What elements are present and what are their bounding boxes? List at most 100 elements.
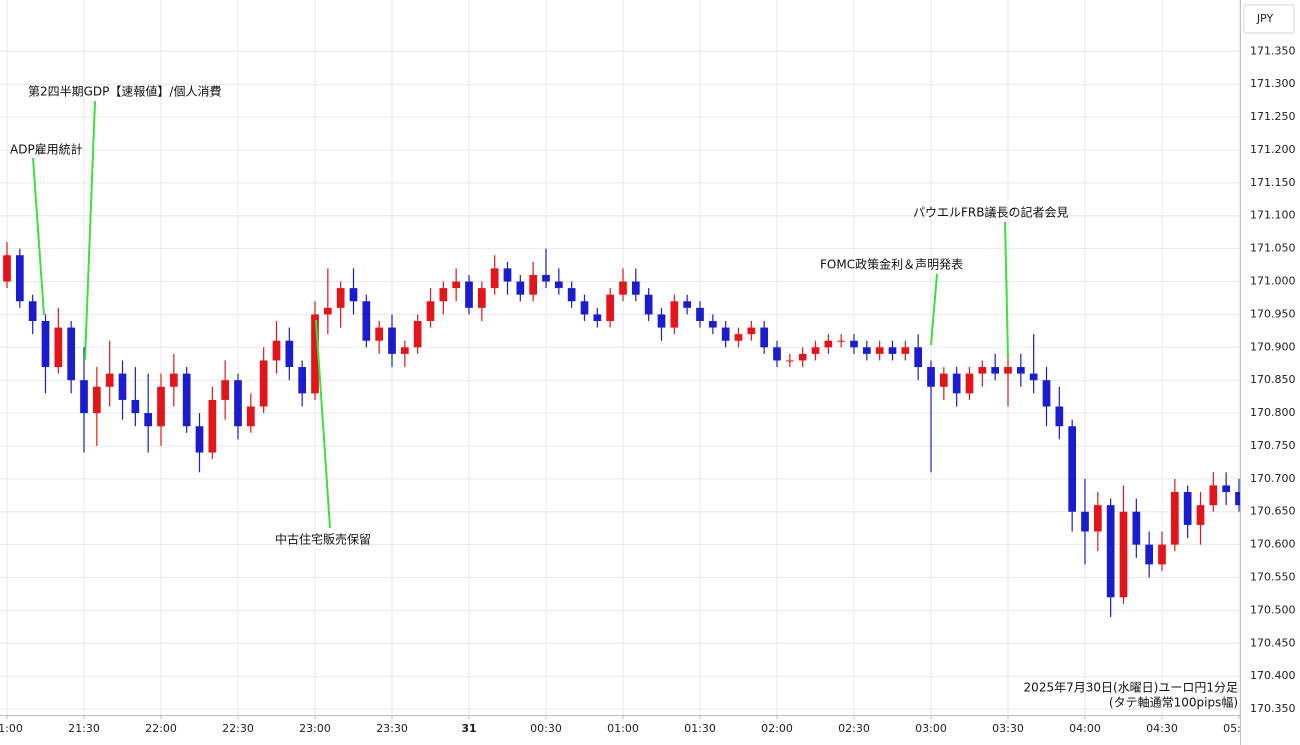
candle-body: [272, 340, 281, 361]
candle-body: [54, 327, 63, 368]
candle-body: [169, 373, 178, 387]
candle-body: [516, 281, 525, 295]
candle-body: [234, 380, 242, 427]
candle-body: [362, 301, 371, 341]
candle-body: [80, 380, 88, 414]
candle-body: [567, 288, 576, 302]
candle-body: [1183, 492, 1192, 525]
candle-body: [773, 347, 781, 361]
y-tick-label: 170.400: [1250, 669, 1296, 682]
x-tick-label: 04:00: [1069, 722, 1101, 735]
x-tick-label: 23:00: [299, 722, 331, 735]
x-tick-label: 02:30: [838, 722, 870, 735]
currency-box: [1243, 4, 1295, 34]
candle-body: [683, 301, 692, 308]
x-tick-label: 21:30: [68, 722, 100, 735]
candle-body: [465, 281, 473, 308]
candle-body: [477, 288, 486, 308]
y-tick-label: 171.200: [1250, 143, 1296, 156]
candle-body: [439, 288, 448, 302]
note: (タテ軸通常100pips幅): [1109, 695, 1238, 710]
candle-body: [1209, 485, 1218, 506]
candle-body: [105, 373, 114, 387]
y-tick-label: 170.700: [1250, 472, 1296, 485]
candle-body: [927, 367, 935, 387]
candle-body: [336, 288, 345, 308]
x-tick-label: 22:00: [145, 722, 177, 735]
y-tick-label: 171.100: [1250, 209, 1296, 222]
x-tick-label: 21:00: [0, 722, 23, 735]
candle-body: [503, 268, 512, 282]
candle-body: [452, 281, 461, 289]
candle-body: [1016, 367, 1025, 374]
y-tick-label: 171.300: [1250, 77, 1296, 90]
annotation-label: 第2四半期GDP【速報値】/個人消費: [28, 84, 221, 99]
candle-body: [631, 281, 640, 295]
candle-body: [644, 294, 653, 315]
candle-body: [554, 281, 563, 289]
candle-body: [875, 347, 884, 354]
annotation-line: [32, 157, 45, 316]
candle-body: [914, 347, 923, 368]
candle-body: [965, 373, 974, 394]
y-tick-label: 170.350: [1250, 702, 1296, 715]
candle-body: [144, 413, 153, 427]
y-tick-label: 170.750: [1250, 439, 1296, 452]
x-tick-label: 01:00: [607, 722, 639, 735]
candle-body: [323, 307, 332, 315]
candle-body: [696, 307, 704, 321]
candle-body: [349, 288, 358, 302]
x-tick-label: 03:00: [915, 722, 947, 735]
y-tick-label: 170.900: [1250, 340, 1296, 353]
candle-body: [131, 399, 140, 414]
candle-body: [837, 340, 846, 342]
candle-body: [3, 255, 11, 282]
candle-body: [1119, 511, 1128, 598]
y-tick-label: 170.850: [1250, 373, 1296, 386]
candle-body: [375, 327, 384, 341]
candle-body: [760, 327, 769, 348]
x-tick-label: 22:30: [222, 722, 254, 735]
candle-body: [388, 327, 396, 354]
candle-body: [208, 399, 217, 453]
candle-body: [41, 320, 50, 368]
annotation-line: [930, 273, 938, 346]
price-axis-panel: [1240, 0, 1300, 745]
candle-body: [15, 255, 24, 302]
candle-body: [619, 281, 627, 295]
y-tick-label: 171.350: [1250, 44, 1296, 57]
y-tick-label: 170.550: [1250, 571, 1296, 584]
x-tick-label: 04:30: [1146, 722, 1178, 735]
candle-body: [400, 347, 409, 354]
candle-body: [593, 314, 602, 321]
candle-body: [721, 327, 730, 341]
candle-body: [157, 386, 165, 427]
y-tick-label: 170.450: [1250, 636, 1296, 649]
candle-body: [670, 301, 679, 328]
x-tick-label: 31: [461, 722, 476, 735]
x-tick-label: 00:30: [530, 722, 562, 735]
candle-body: [1106, 505, 1115, 598]
candle-body: [1068, 426, 1077, 512]
candle-body: [529, 274, 538, 295]
candle-body: [221, 380, 230, 400]
y-tick-label: 170.500: [1250, 603, 1296, 616]
y-axis: 170.350 170.400 170.450 170.500 170.550 170.6…: [1250, 44, 1296, 715]
candle-body: [490, 268, 499, 289]
currency-label: JPY: [1256, 12, 1274, 25]
y-tick-label: 170.650: [1250, 505, 1296, 518]
note: 2025年7月30日(水曜日)ユーロ円1分足: [1024, 681, 1238, 695]
plot-area: [3, 242, 1243, 617]
y-tick-label: 170.950: [1250, 307, 1296, 320]
candle-body: [1145, 544, 1154, 565]
candle-body: [1004, 367, 1012, 374]
candle-body: [542, 274, 550, 282]
y-tick-label: 171.250: [1250, 110, 1296, 123]
candle-body: [734, 334, 743, 341]
x-tick-label: 02:00: [761, 722, 793, 735]
y-tick-label: 171.150: [1250, 176, 1296, 189]
candle-body: [939, 373, 948, 387]
